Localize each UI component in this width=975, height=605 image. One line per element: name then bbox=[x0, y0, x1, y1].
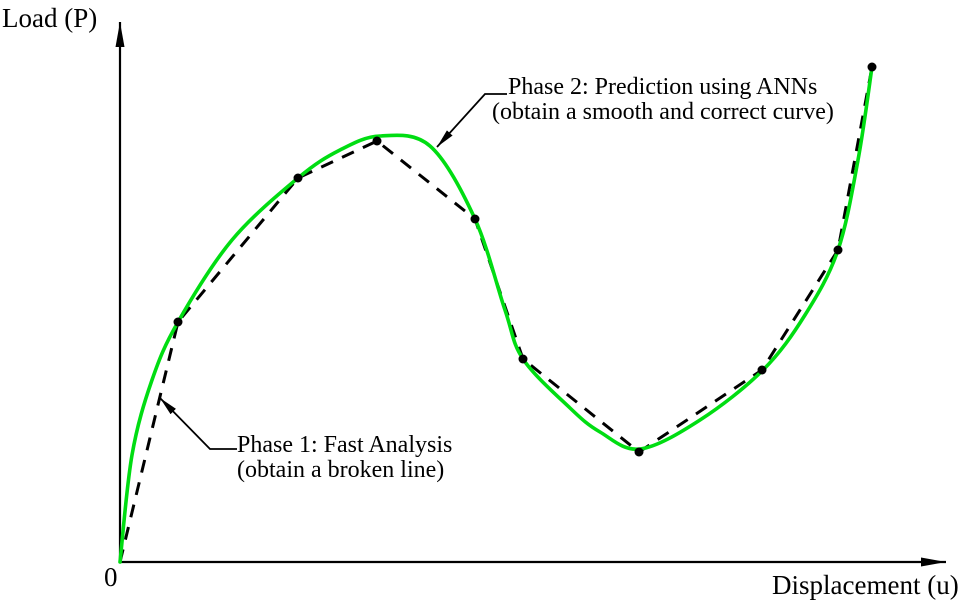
phase1-annotation-line1: Phase 1: Fast Analysis bbox=[237, 432, 453, 458]
origin-label: 0 bbox=[104, 562, 118, 592]
data-point bbox=[293, 173, 303, 183]
phase1-annotation-line2: (obtain a broken line) bbox=[237, 457, 445, 483]
phase2-smooth-curve bbox=[118, 65, 874, 564]
y-axis-label: Load (P) bbox=[2, 3, 98, 33]
data-point bbox=[833, 245, 843, 255]
phase2-annotation-line2: (obtain a smooth and correct curve) bbox=[492, 99, 834, 125]
phase2-annotation-line1: Phase 2: Prediction using ANNs bbox=[508, 74, 818, 100]
data-point bbox=[757, 365, 767, 375]
phase1-leader-arrow bbox=[159, 397, 237, 450]
data-point bbox=[470, 214, 480, 224]
phase1-annotation: Phase 1: Fast Analysis (obtain a broken … bbox=[237, 433, 452, 483]
x-axis-label: Displacement (u) bbox=[772, 570, 959, 600]
data-point bbox=[634, 447, 644, 457]
data-point bbox=[173, 317, 183, 327]
data-point bbox=[372, 136, 382, 146]
phase1-broken-line bbox=[118, 66, 874, 563]
phase2-leader-arrow bbox=[436, 93, 507, 148]
data-point bbox=[867, 62, 877, 72]
phase2-annotation: Phase 2: Prediction using ANNs (obtain a… bbox=[492, 75, 834, 125]
data-point bbox=[518, 354, 528, 364]
